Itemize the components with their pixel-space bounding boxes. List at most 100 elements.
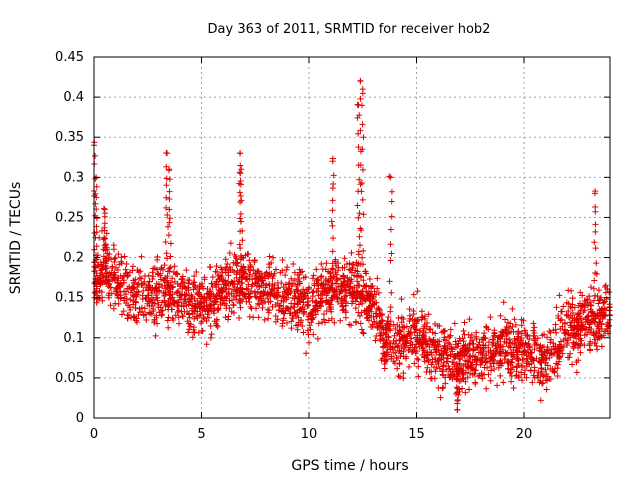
data-point (585, 318, 592, 325)
data-point (183, 302, 190, 309)
data-points (91, 77, 613, 413)
data-point (236, 296, 243, 303)
data-point (582, 301, 589, 308)
data-point (291, 300, 298, 307)
data-point (183, 291, 190, 298)
data-point (166, 166, 173, 173)
data-point (476, 357, 483, 364)
data-point (559, 350, 566, 357)
data-point (281, 310, 288, 317)
data-point (413, 348, 420, 355)
data-point (174, 303, 181, 310)
data-point (402, 355, 409, 362)
data-point (485, 339, 492, 346)
data-point (387, 327, 394, 334)
data-point (208, 331, 215, 338)
data-point (479, 358, 486, 365)
data-point (531, 324, 538, 331)
data-point (523, 374, 530, 381)
data-point (540, 379, 547, 386)
data-point (358, 179, 365, 186)
data-point (92, 289, 99, 296)
data-point (524, 331, 531, 338)
data-point (299, 323, 306, 330)
data-point (429, 356, 436, 363)
data-point (530, 327, 537, 334)
data-point (432, 330, 439, 337)
data-point (462, 389, 469, 396)
data-point (159, 283, 166, 290)
data-point (396, 373, 403, 380)
data-point (237, 177, 244, 184)
data-point (102, 247, 109, 254)
data-point (508, 378, 515, 385)
data-point (448, 370, 455, 377)
data-point (100, 263, 107, 270)
data-point (507, 369, 514, 376)
data-point (318, 273, 325, 280)
data-point (575, 311, 582, 318)
data-point (163, 182, 170, 189)
data-point (305, 295, 312, 302)
data-point (405, 347, 412, 354)
data-point (445, 363, 452, 370)
data-point (388, 289, 395, 296)
data-point (355, 301, 362, 308)
data-point (208, 301, 215, 308)
data-point (378, 357, 385, 364)
data-point (225, 278, 232, 285)
data-point (239, 237, 246, 244)
data-point (294, 288, 301, 295)
data-point (143, 317, 150, 324)
data-point (592, 228, 599, 235)
data-point (324, 290, 331, 297)
data-point (138, 275, 145, 282)
axis-ticks: 0 0.05 0.1 0.15 0.2 0.25 0.3 0.35 0.4 0.45 0 5 10 15 2… (55, 50, 610, 442)
data-point (518, 322, 525, 329)
data-point (163, 163, 170, 170)
data-point (363, 311, 370, 318)
data-point (387, 226, 394, 233)
data-point (441, 342, 448, 349)
data-point (150, 265, 157, 272)
data-point (377, 311, 384, 318)
data-point (466, 386, 473, 393)
data-point (467, 370, 474, 377)
data-point (577, 349, 584, 356)
data-point (322, 285, 329, 292)
data-point (92, 152, 99, 159)
data-point (198, 328, 205, 335)
data-point (557, 325, 564, 332)
data-point (522, 340, 529, 347)
data-point (529, 379, 536, 386)
data-point (512, 321, 519, 328)
data-point (167, 253, 174, 260)
data-point (449, 359, 456, 366)
data-point (567, 350, 574, 357)
data-point (319, 266, 326, 273)
data-point (497, 332, 504, 339)
data-point (239, 227, 246, 234)
data-point (386, 173, 393, 180)
data-point (436, 338, 443, 345)
data-point (570, 339, 577, 346)
data-point (540, 343, 547, 350)
data-point (519, 363, 526, 370)
data-point (329, 260, 336, 267)
data-point (238, 263, 245, 270)
data-point (211, 310, 218, 317)
data-point (457, 366, 464, 373)
data-point (248, 305, 255, 312)
data-point (475, 373, 482, 380)
y-tick-label: 0.4 (63, 90, 84, 105)
data-point (438, 329, 445, 336)
data-point (196, 286, 203, 293)
data-point (527, 349, 534, 356)
data-point (164, 212, 171, 218)
data-point (353, 273, 360, 280)
data-point (374, 275, 381, 282)
data-point (157, 270, 164, 277)
data-point (515, 328, 522, 335)
data-point (569, 361, 576, 368)
data-point (166, 219, 173, 226)
